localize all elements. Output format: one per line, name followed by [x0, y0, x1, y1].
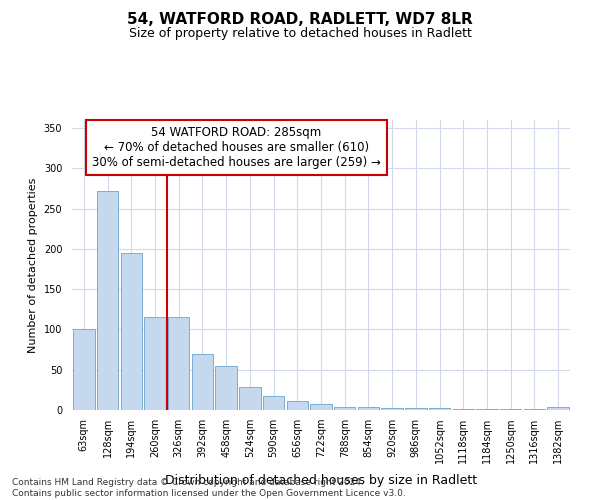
Bar: [429, 408, 450, 410]
Bar: [500, 409, 521, 410]
Bar: [97, 191, 118, 410]
Bar: [145, 318, 166, 410]
Bar: [382, 408, 403, 410]
Y-axis label: Number of detached properties: Number of detached properties: [28, 178, 38, 352]
Bar: [524, 409, 545, 410]
Bar: [263, 396, 284, 410]
Text: Contains HM Land Registry data © Crown copyright and database right 2024.
Contai: Contains HM Land Registry data © Crown c…: [12, 478, 406, 498]
Bar: [476, 409, 497, 410]
Bar: [121, 253, 142, 410]
X-axis label: Distribution of detached houses by size in Radlett: Distribution of detached houses by size …: [165, 474, 477, 487]
Bar: [405, 408, 427, 410]
Bar: [215, 366, 237, 410]
Bar: [239, 388, 260, 410]
Text: 54 WATFORD ROAD: 285sqm
← 70% of detached houses are smaller (610)
30% of semi-d: 54 WATFORD ROAD: 285sqm ← 70% of detache…: [92, 126, 381, 169]
Bar: [547, 407, 569, 410]
Text: Size of property relative to detached houses in Radlett: Size of property relative to detached ho…: [128, 28, 472, 40]
Bar: [73, 330, 95, 410]
Bar: [334, 407, 355, 410]
Bar: [310, 404, 332, 410]
Bar: [358, 407, 379, 410]
Bar: [168, 318, 190, 410]
Bar: [192, 354, 213, 410]
Bar: [452, 409, 474, 410]
Bar: [287, 401, 308, 410]
Text: 54, WATFORD ROAD, RADLETT, WD7 8LR: 54, WATFORD ROAD, RADLETT, WD7 8LR: [127, 12, 473, 28]
